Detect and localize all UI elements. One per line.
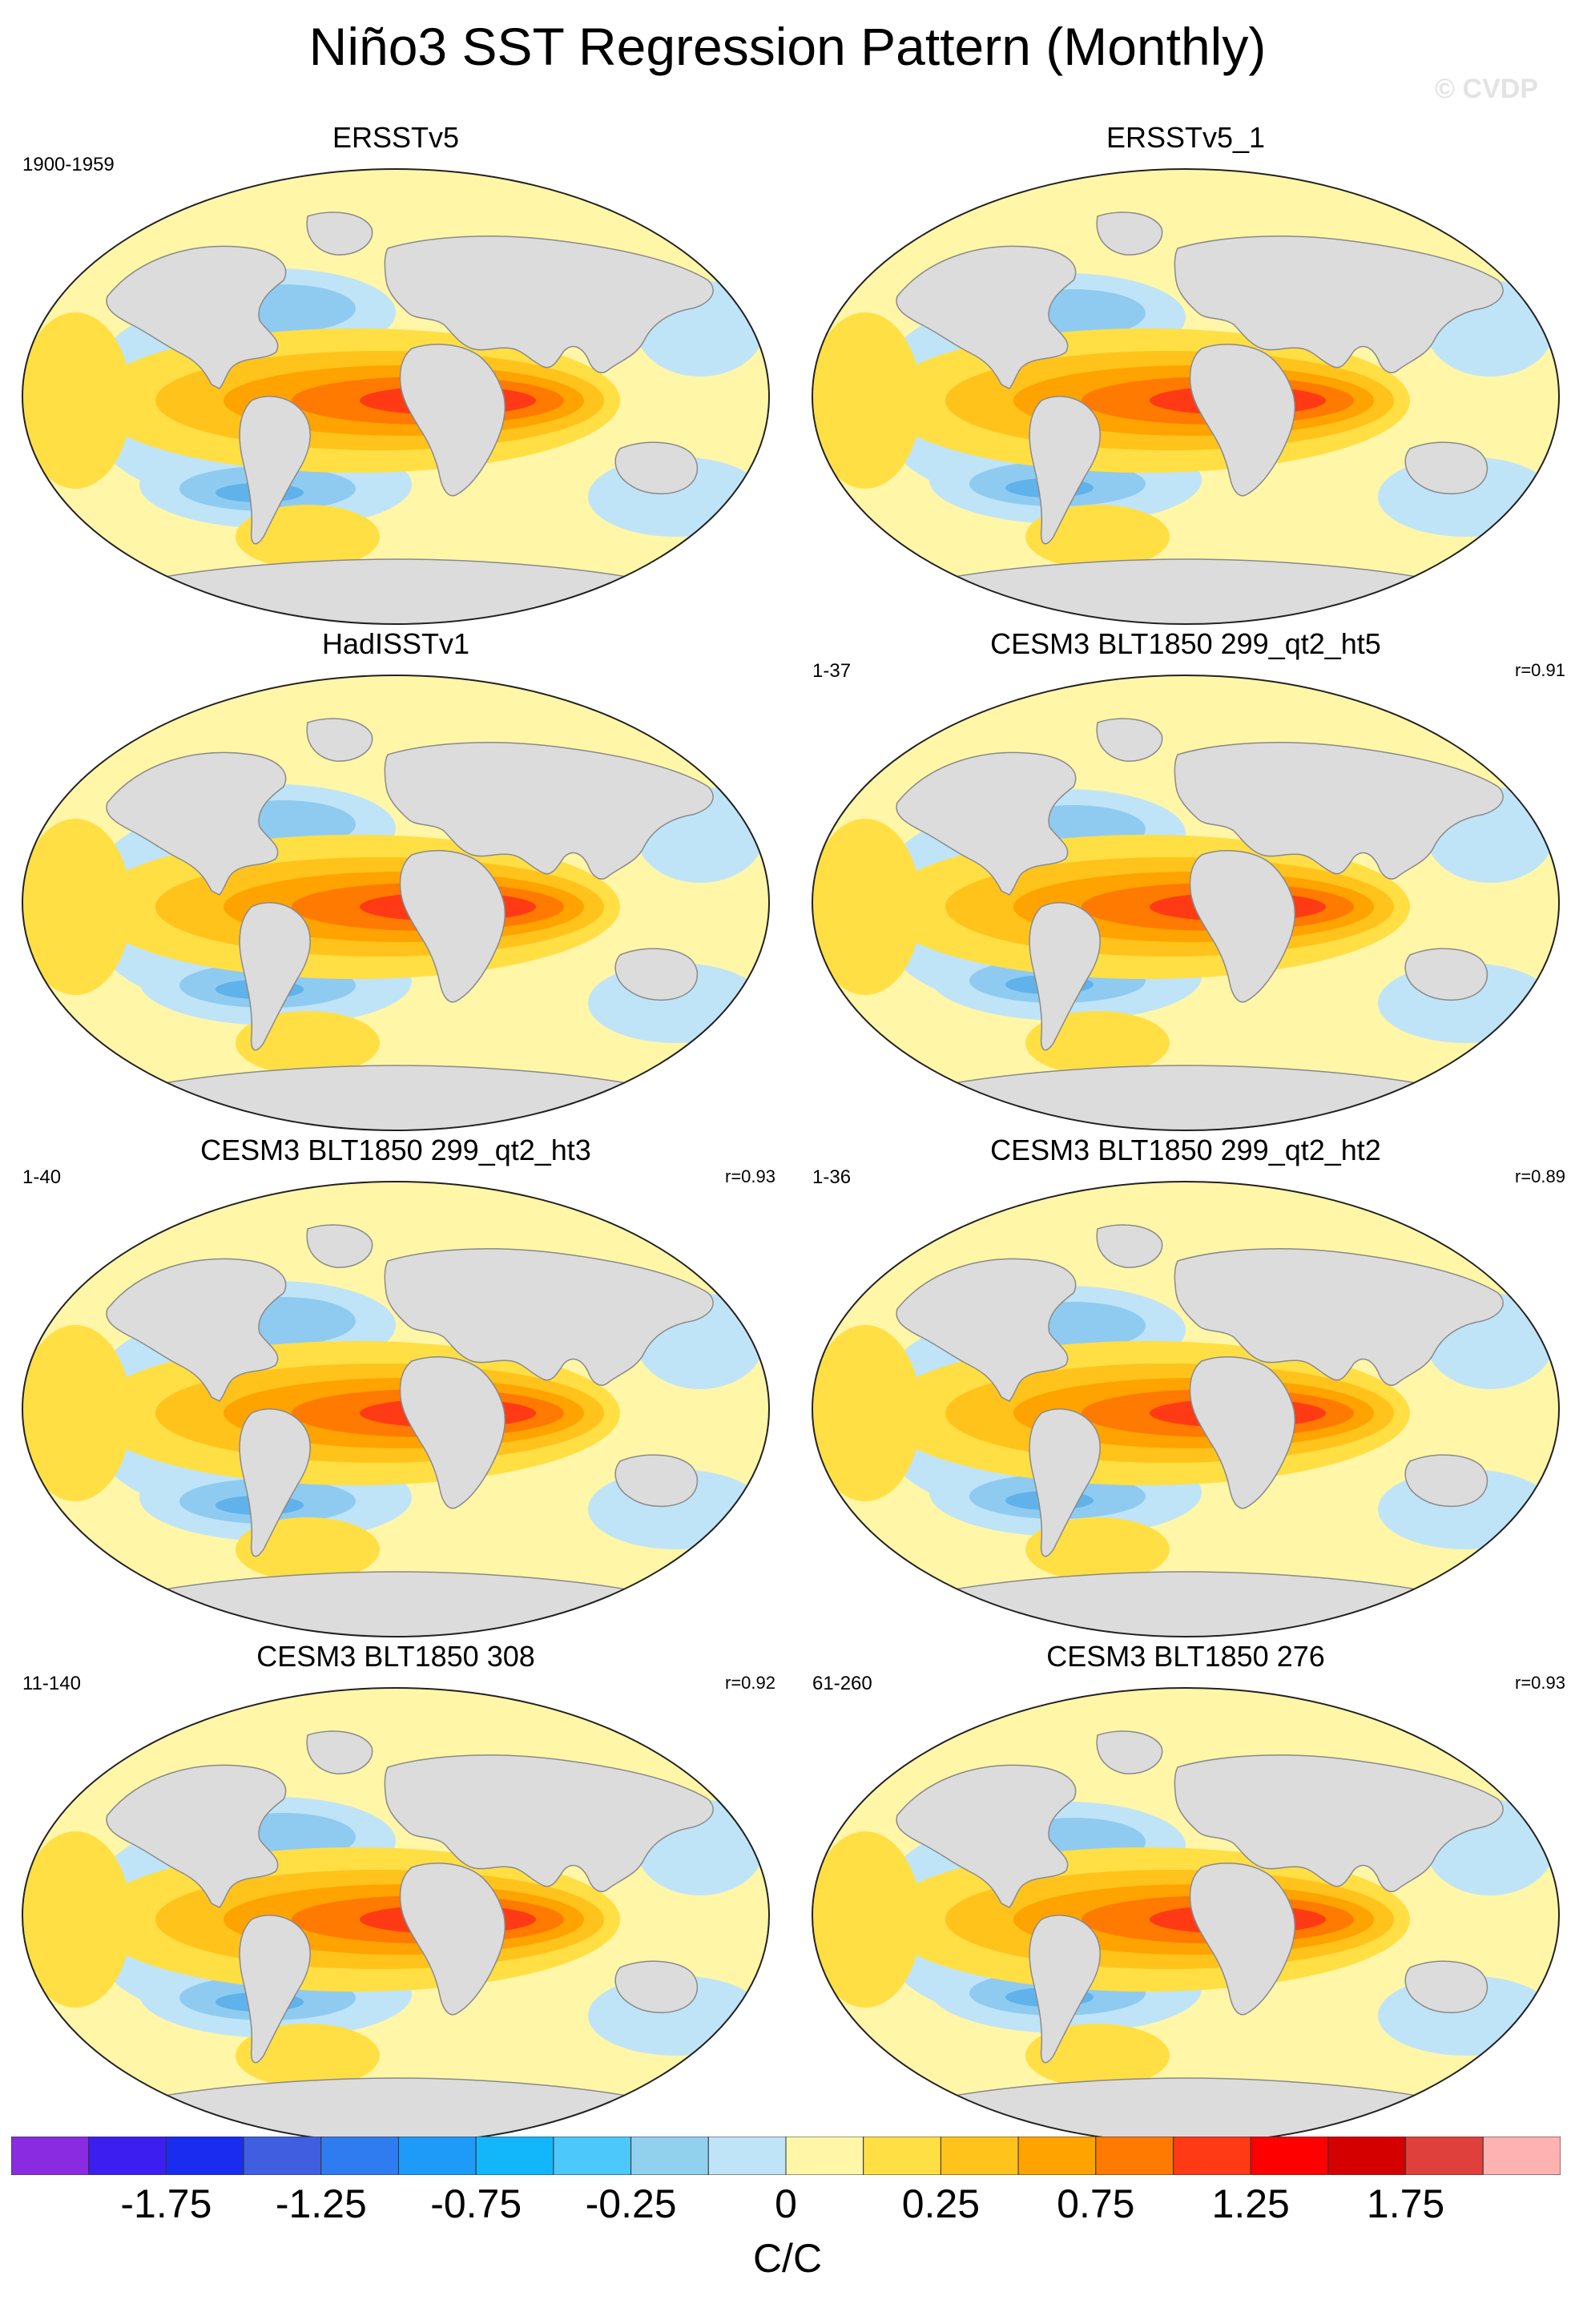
sst-regression-map — [812, 675, 1560, 1131]
panel-correlation-label: r=0.92 — [725, 1673, 775, 1693]
panel-correlation-label: r=0.93 — [1515, 1673, 1565, 1693]
sst-field — [22, 169, 769, 624]
colorbar-bin — [243, 2136, 322, 2176]
sst-regression-map — [22, 1687, 770, 2144]
colorbar-bin — [1173, 2136, 1251, 2176]
map-panel: HadISSTv1 — [11, 626, 780, 1139]
panel-period-label: 1-40 — [22, 1166, 62, 1188]
sst-regression-map — [812, 168, 1560, 625]
map-panel: ERSSTv5 1900-1959 — [11, 120, 780, 633]
panel-title: CESM3 BLT1850 276 — [1046, 1640, 1325, 1673]
sst-regression-map — [812, 1181, 1560, 1637]
colorbar-units: C/C — [752, 2236, 823, 2281]
sst-field — [812, 675, 1559, 1130]
colorbar-bin — [1482, 2136, 1561, 2176]
panel-title: CESM3 BLT1850 299_qt2_ht2 — [990, 1134, 1381, 1166]
panel-period-label: 11-140 — [22, 1673, 81, 1694]
colorbar-tick-labels: -1.75 -1.25 -0.75 -0.25 0 0.25 0.75 1.25 1.75 — [0, 2181, 1575, 2229]
colorbar-bin — [785, 2136, 864, 2176]
sst-regression-map — [22, 1181, 770, 1637]
sst-regression-map — [812, 1687, 1560, 2144]
colorbar-bin — [1095, 2136, 1174, 2176]
colorbar-tick-label: 0.25 — [901, 2181, 981, 2226]
map-panel: CESM3 BLT1850 308 11-140 r=0.92 — [11, 1639, 780, 2152]
sst-field — [812, 1688, 1559, 2143]
map-panel: CESM3 BLT1850 276 61-260 r=0.93 — [801, 1639, 1570, 2152]
colorbar-bin — [1017, 2136, 1097, 2176]
sst-field — [22, 1182, 769, 1637]
panel-period-label: 1900-1959 — [22, 154, 115, 175]
colorbar-bin — [88, 2136, 167, 2176]
panel-title: CESM3 BLT1850 299_qt2_ht5 — [990, 627, 1381, 660]
panel-title: CESM3 BLT1850 299_qt2_ht3 — [200, 1134, 591, 1166]
map-panel: ERSSTv5_1 — [801, 120, 1570, 633]
panel-correlation-label: r=0.91 — [1515, 660, 1565, 680]
figure-title: Niño3 SST Regression Pattern (Monthly) — [308, 17, 1267, 76]
colorbar-bin — [553, 2136, 632, 2176]
colorbar — [10, 2136, 1561, 2176]
map-panel: CESM3 BLT1850 299_qt2_ht5 1-37 r=0.91 — [801, 626, 1570, 1139]
colorbar-bin — [10, 2136, 90, 2176]
colorbar-tick-label: -0.25 — [585, 2181, 677, 2226]
colorbar-bin — [475, 2136, 554, 2176]
watermark: © CVDP — [1435, 74, 1538, 104]
colorbar-bin — [1327, 2136, 1407, 2176]
colorbar-bin — [940, 2136, 1019, 2176]
colorbar-bin — [863, 2136, 941, 2176]
sst-field — [812, 169, 1559, 624]
sst-regression-map — [22, 168, 770, 625]
colorbar-svg — [10, 2136, 1561, 2176]
colorbar-bin — [320, 2136, 399, 2176]
panel-correlation-label: r=0.89 — [1515, 1166, 1565, 1186]
map-panel: CESM3 BLT1850 299_qt2_ht2 1-36 r=0.89 — [801, 1133, 1570, 1645]
colorbar-tick-label: 0 — [775, 2181, 797, 2226]
colorbar-tick-label: 1.25 — [1211, 2181, 1290, 2226]
colorbar-tick-label: -1.75 — [120, 2181, 212, 2226]
panel-title: CESM3 BLT1850 308 — [256, 1640, 535, 1673]
colorbar-tick-label: 1.75 — [1366, 2181, 1445, 2226]
colorbar-bin — [398, 2136, 477, 2176]
map-panel: CESM3 BLT1850 299_qt2_ht3 1-40 r=0.93 — [11, 1133, 780, 1645]
panel-period-label: 61-260 — [812, 1673, 872, 1694]
colorbar-tick-label: -0.75 — [430, 2181, 522, 2226]
panel-period-label: 1-36 — [812, 1166, 852, 1188]
colorbar-tick-label: 0.75 — [1057, 2181, 1135, 2226]
sst-field — [812, 1182, 1559, 1637]
sst-regression-map — [22, 675, 770, 1131]
panel-title: ERSSTv5_1 — [1106, 121, 1266, 154]
colorbar-bin — [1405, 2136, 1484, 2176]
colorbar-bin — [1250, 2136, 1329, 2176]
panel-correlation-label: r=0.93 — [725, 1166, 775, 1186]
panel-title: ERSSTv5 — [332, 121, 460, 154]
sst-field — [22, 675, 769, 1130]
sst-field — [22, 1688, 769, 2143]
colorbar-bin — [707, 2136, 787, 2176]
panel-title: HadISSTv1 — [321, 627, 470, 660]
colorbar-bin — [630, 2136, 709, 2176]
panel-period-label: 1-37 — [812, 660, 852, 682]
colorbar-tick-label: -1.25 — [275, 2181, 367, 2226]
colorbar-bin — [165, 2136, 244, 2176]
